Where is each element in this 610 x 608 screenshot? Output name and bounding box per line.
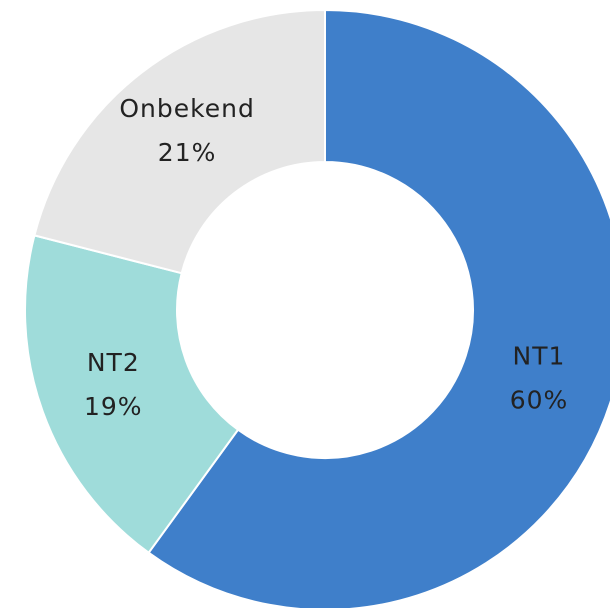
- donut-segment: [33, 8, 326, 275]
- donut-segment: [24, 234, 240, 555]
- segment-label: NT1: [513, 342, 566, 371]
- value-label: 21%: [158, 138, 217, 167]
- donut-segment: [147, 8, 610, 608]
- value-label: 19%: [84, 392, 143, 421]
- value-label: 60%: [510, 386, 569, 415]
- segment-label: Onbekend: [119, 94, 254, 123]
- segment-label: NT2: [87, 348, 140, 377]
